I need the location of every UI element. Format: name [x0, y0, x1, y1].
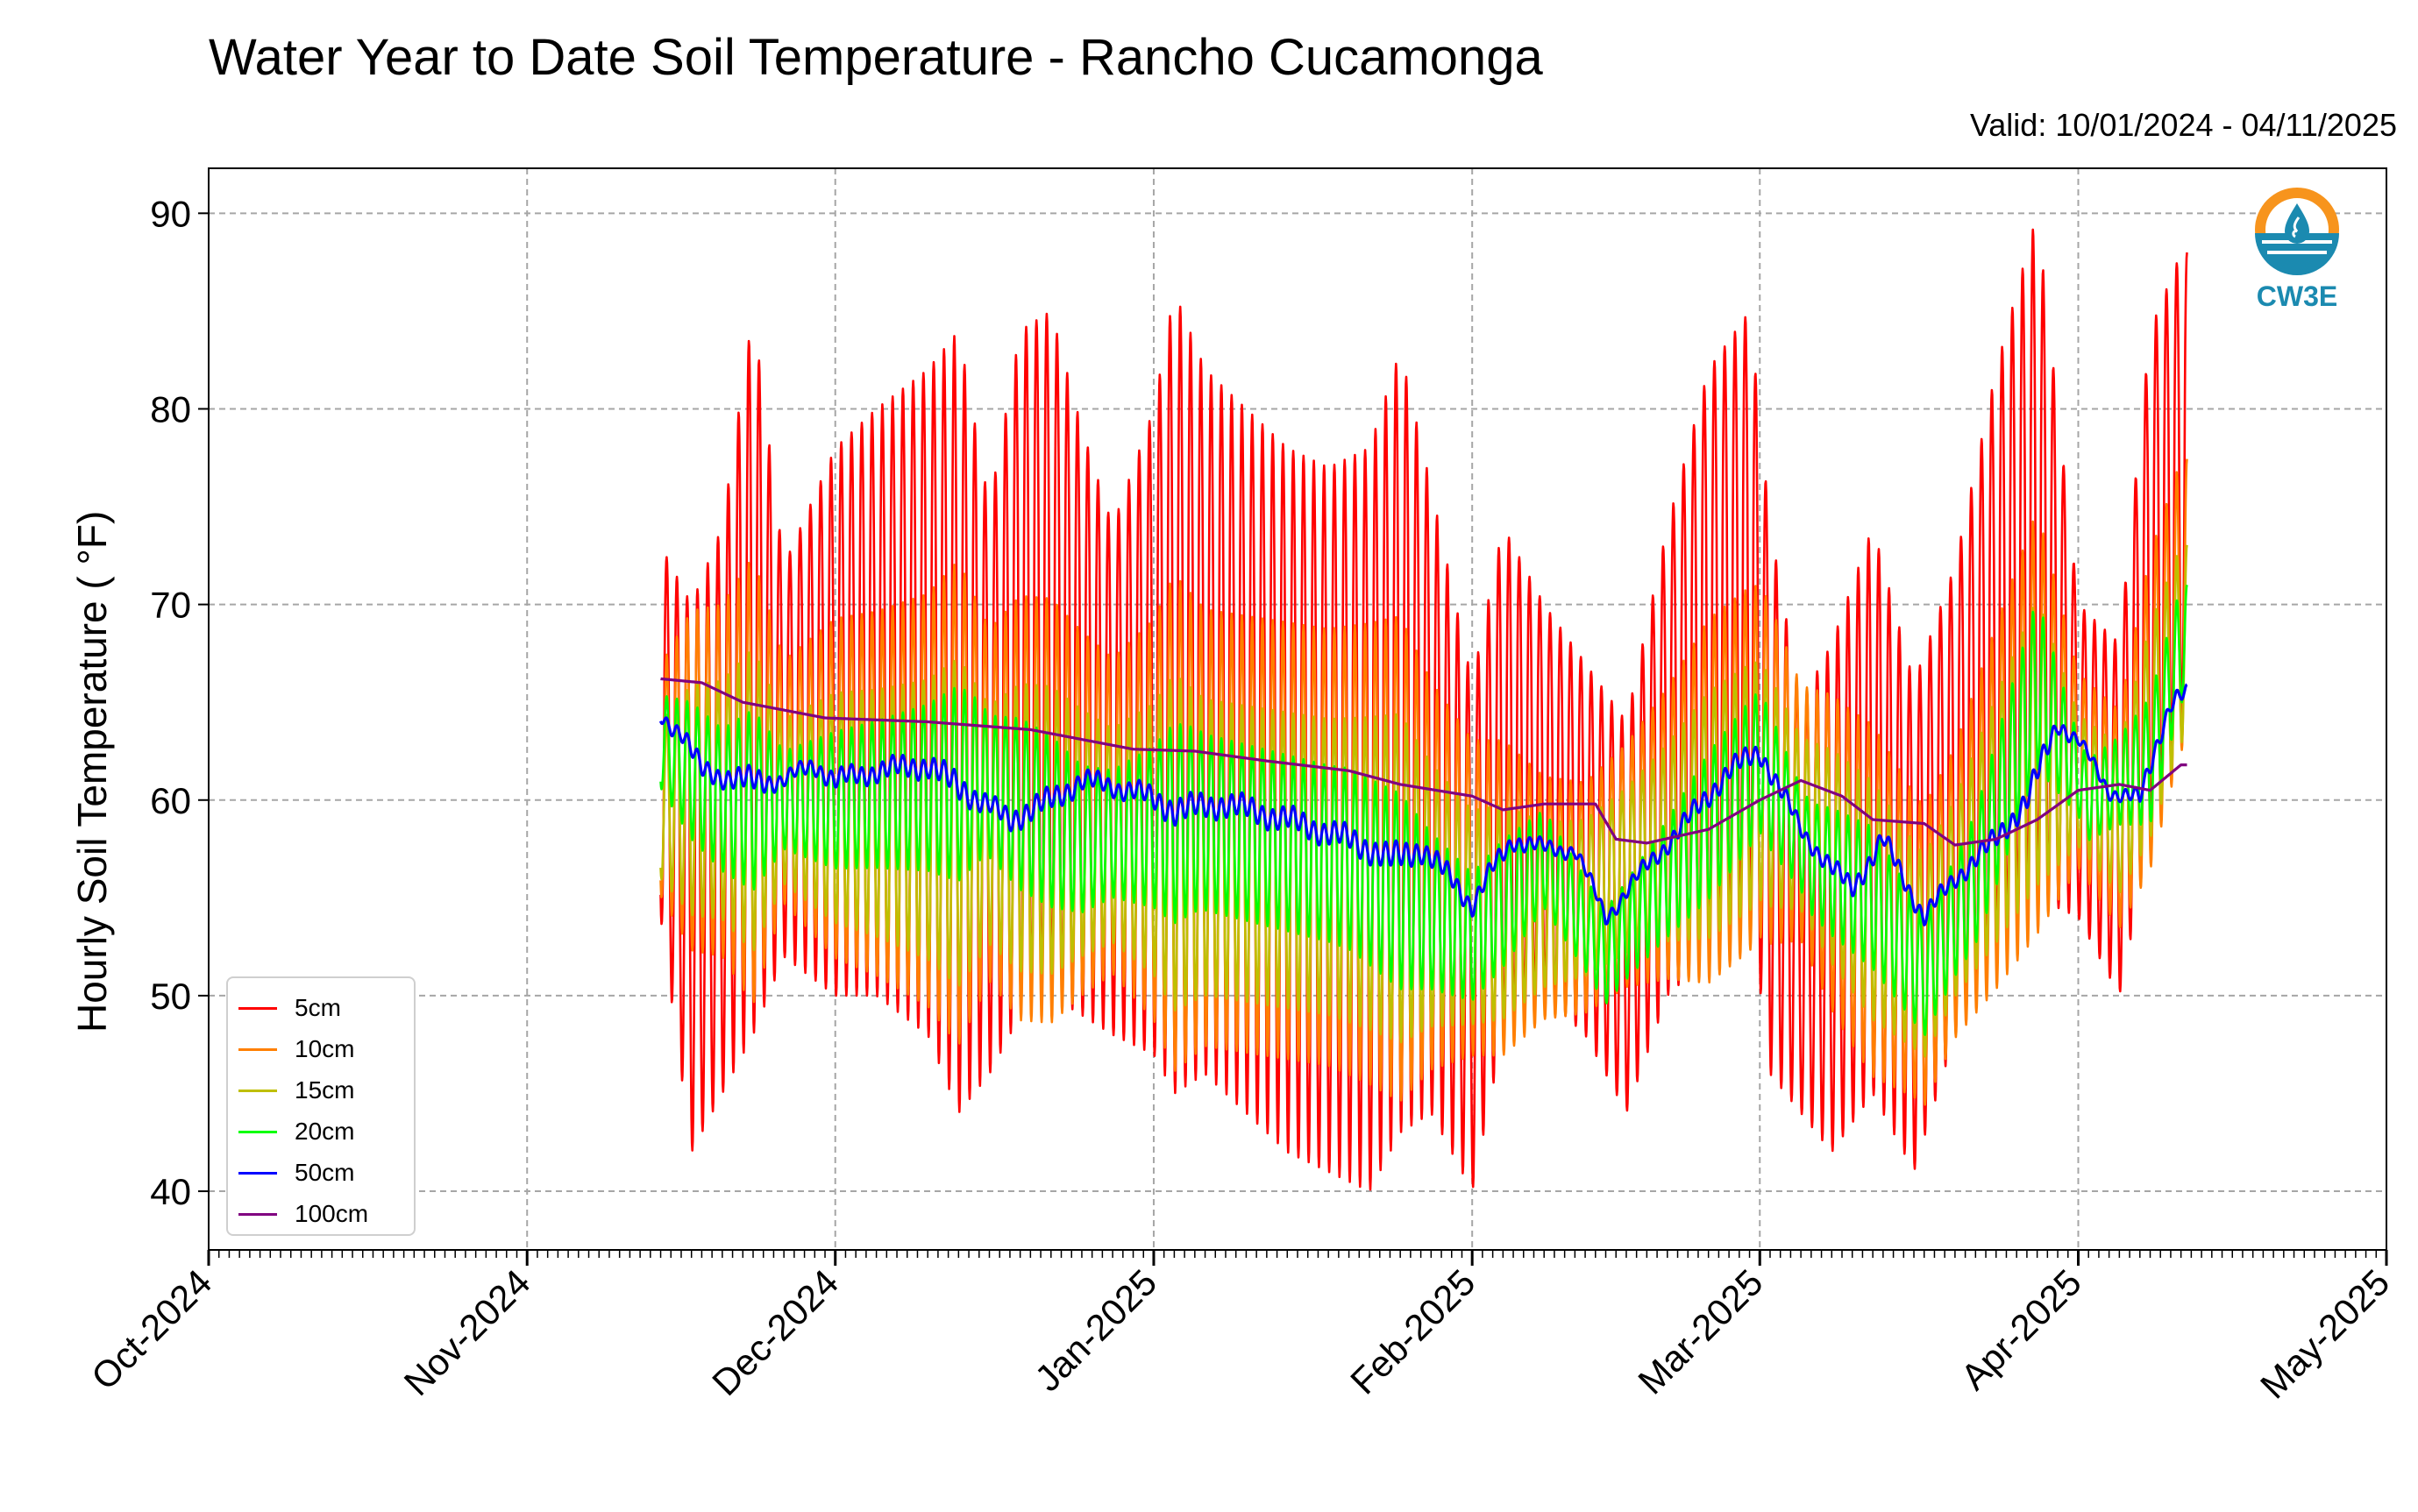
- series-line-100cm: [659, 677, 2188, 847]
- plot-frame: [208, 167, 2387, 1251]
- y-tick-label: 40: [150, 1171, 191, 1212]
- water-drop-logo-icon: [2255, 188, 2339, 275]
- legend-item-5cm: 5cm: [238, 990, 341, 1026]
- legend-label: 50cm: [295, 1159, 355, 1186]
- series-line-20cm: [659, 585, 2188, 1036]
- x-tick-label: Oct-2024: [83, 1261, 219, 1397]
- legend-item-20cm: 20cm: [238, 1114, 354, 1149]
- legend-item-15cm: 15cm: [238, 1073, 354, 1108]
- valid-date-range: Valid: 10/01/2024 - 04/11/2025: [1969, 107, 2397, 143]
- y-axis-label: Hourly Soil Temperature ( °F): [69, 510, 115, 1033]
- legend-label: 10cm: [295, 1035, 355, 1062]
- x-tick-label: Apr-2025: [1952, 1261, 2088, 1397]
- legend-label: 100cm: [295, 1200, 369, 1227]
- x-tick-label: Nov-2024: [396, 1261, 538, 1403]
- y-tick-label: 70: [150, 585, 191, 626]
- chart-title: Water Year to Date Soil Temperature - Ra…: [209, 29, 1543, 86]
- legend-swatch: [238, 1089, 277, 1092]
- x-tick-label: Dec-2024: [704, 1261, 846, 1403]
- x-tick-label: Mar-2025: [1630, 1261, 1770, 1402]
- legend-label: 5cm: [295, 994, 341, 1021]
- legend-swatch: [238, 1006, 277, 1010]
- legend-swatch: [238, 1212, 277, 1216]
- y-tick-label: 80: [150, 388, 191, 429]
- legend-label: 15cm: [295, 1076, 355, 1104]
- legend-label: 20cm: [295, 1118, 355, 1145]
- legend-item-50cm: 50cm: [238, 1155, 354, 1190]
- legend-item-10cm: 10cm: [238, 1032, 354, 1067]
- x-tick-label: Jan-2025: [1027, 1261, 1164, 1399]
- legend-swatch: [238, 1047, 277, 1051]
- cw3e-logo: CW3E: [2241, 182, 2353, 323]
- x-tick-label: May-2025: [2252, 1261, 2397, 1406]
- y-tick-label: 60: [150, 780, 191, 821]
- series-line-50cm: [658, 683, 2188, 926]
- legend-item-100cm: 100cm: [238, 1196, 368, 1232]
- y-tick-label: 50: [150, 976, 191, 1017]
- legend: 5cm 10cm 15cm 20cm 50cm 100cm: [226, 976, 416, 1236]
- legend-swatch: [238, 1171, 277, 1175]
- x-tick-label: Feb-2025: [1342, 1261, 1483, 1402]
- series-line-5cm: [659, 228, 2188, 1191]
- logo-text: CW3E: [2256, 280, 2338, 312]
- legend-swatch: [238, 1130, 277, 1133]
- y-tick-label: 90: [150, 193, 191, 234]
